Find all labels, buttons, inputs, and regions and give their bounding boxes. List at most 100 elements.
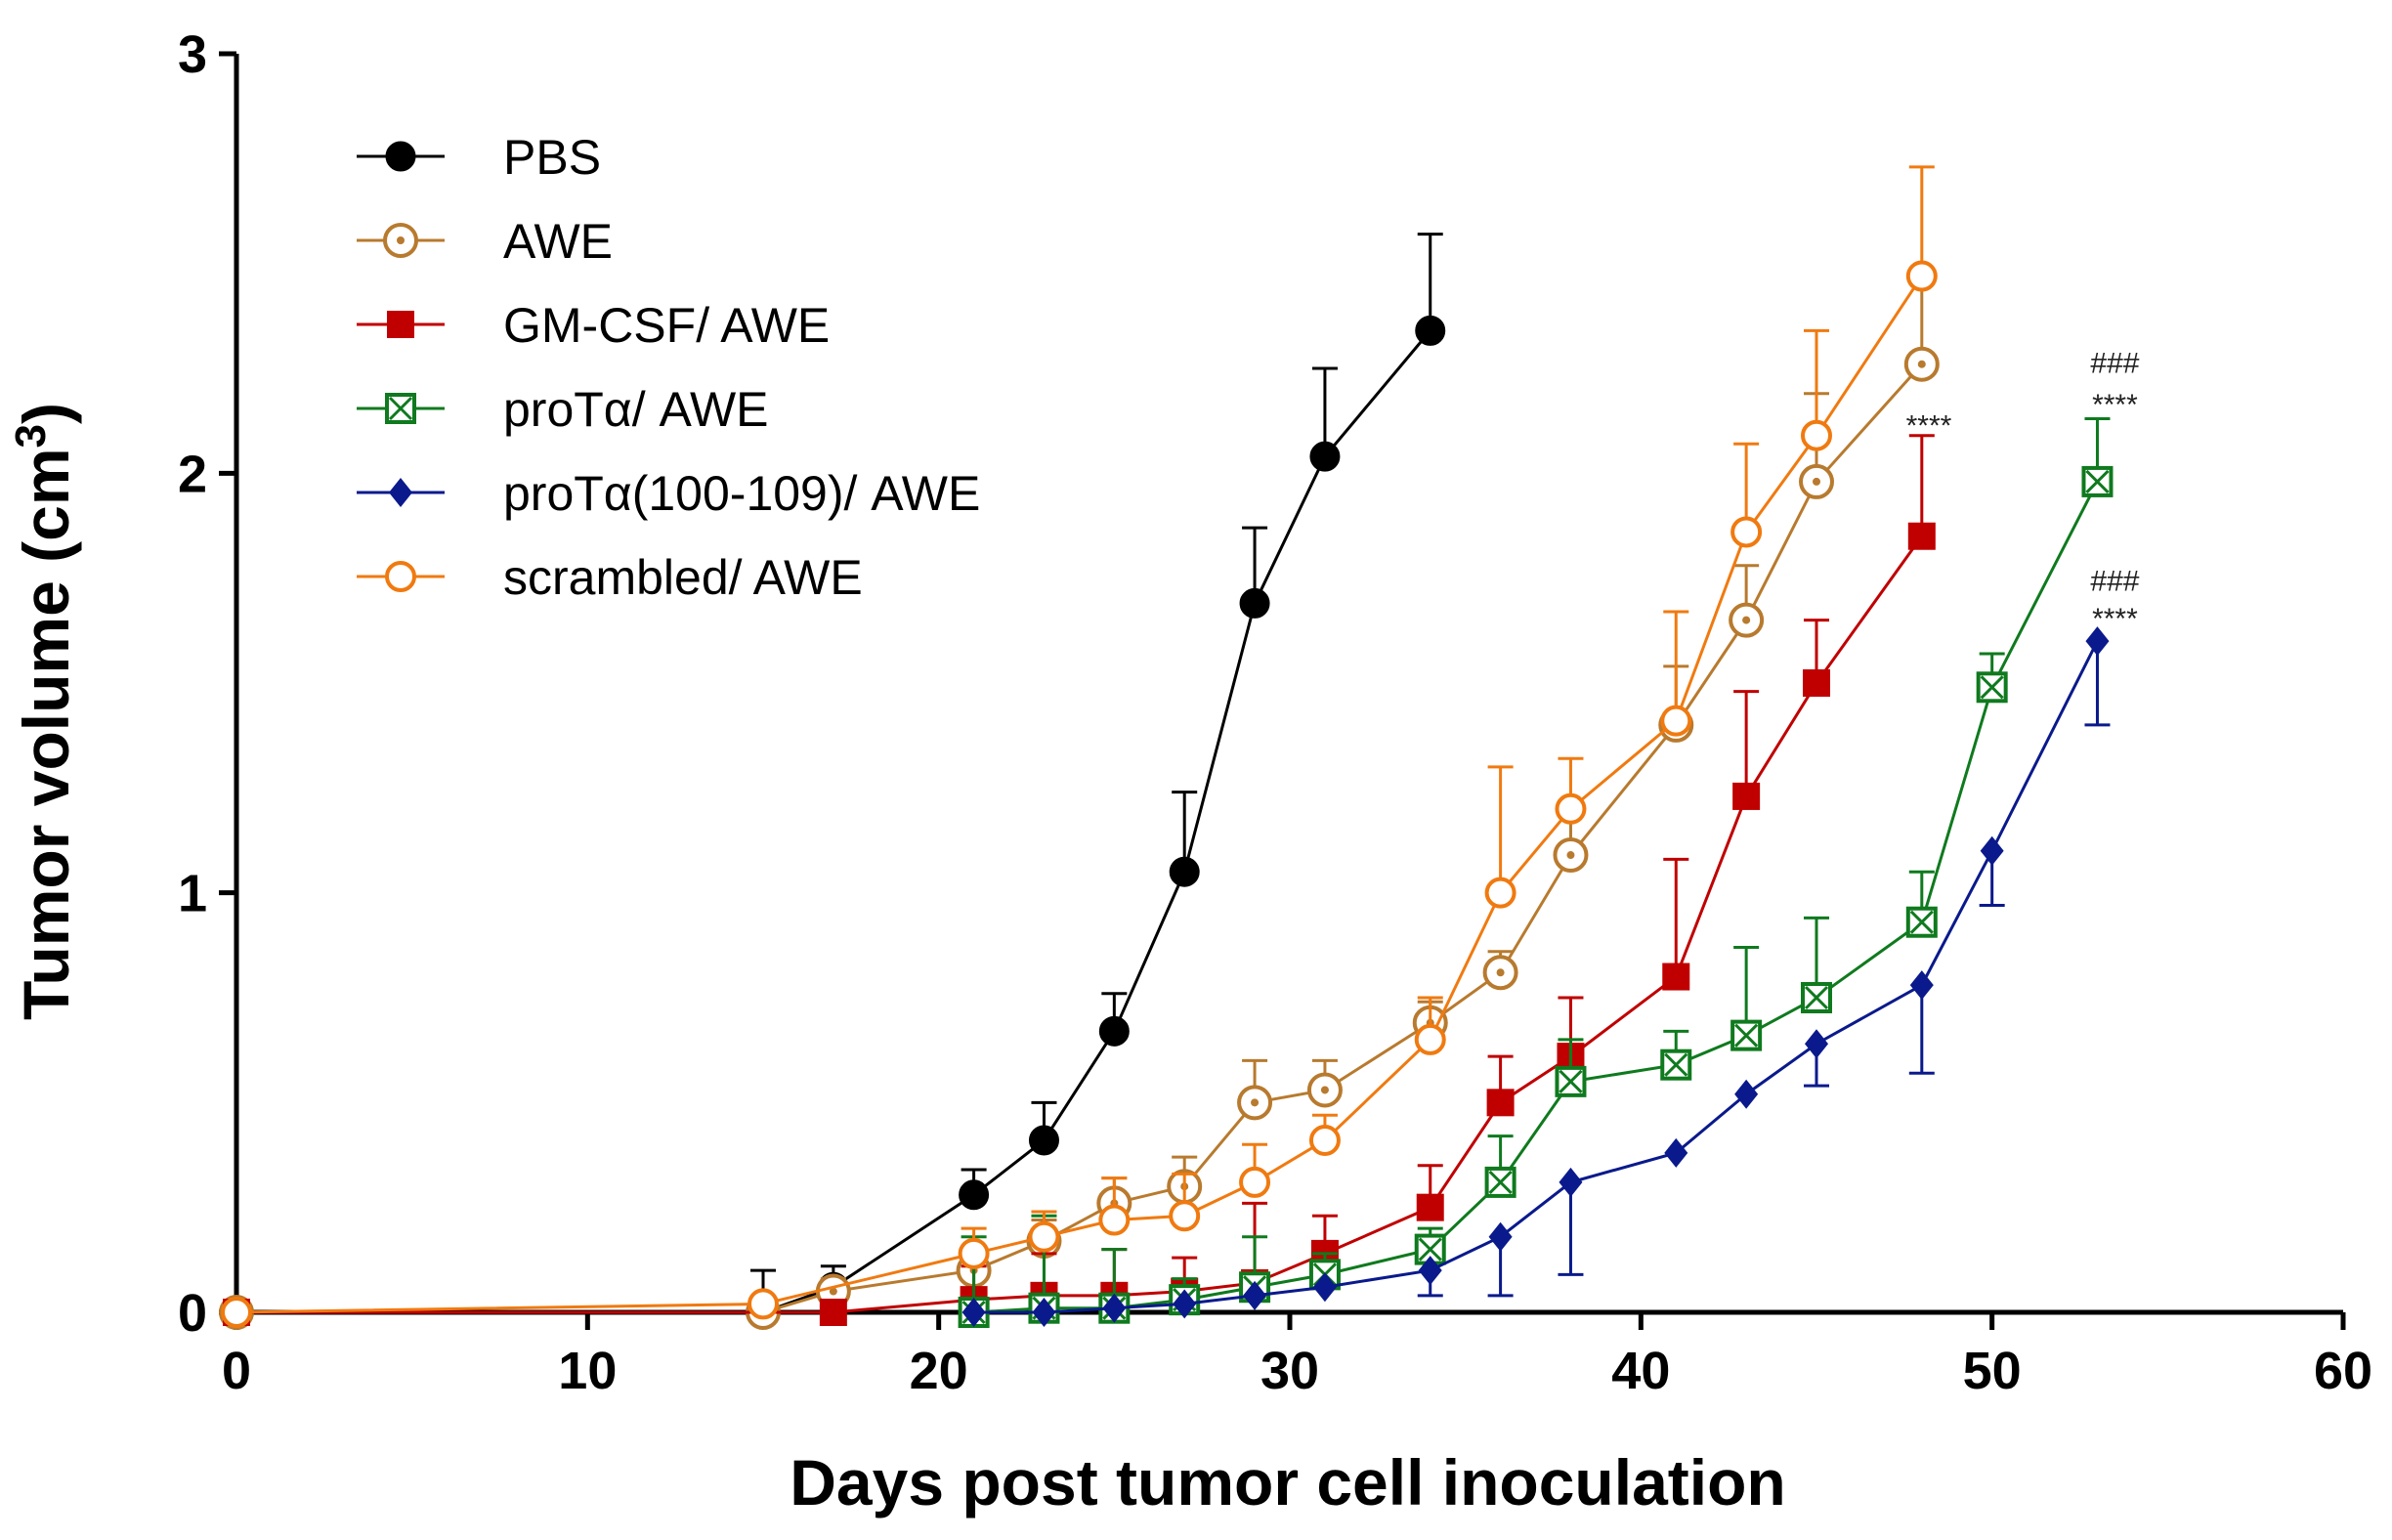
legend-marker	[385, 141, 416, 172]
data-point	[1486, 1089, 1515, 1117]
data-point	[961, 1298, 986, 1327]
legend-label: PBS	[503, 130, 601, 185]
data-point	[1559, 1167, 1583, 1197]
legend-item: AWE	[357, 214, 613, 269]
data-point-cross	[2085, 469, 2110, 493]
data-point	[1309, 441, 1341, 472]
data-point-dot	[1320, 1086, 1329, 1094]
data-point	[1662, 962, 1690, 991]
data-point	[1660, 705, 1692, 737]
legend-item: GM-CSF/ AWE	[357, 298, 830, 353]
data-point-cross	[1488, 1170, 1513, 1194]
data-point	[1098, 1204, 1131, 1236]
data-point	[1418, 1256, 1442, 1286]
series-3	[958, 417, 2114, 1328]
legend-label: GM-CSF/ AWE	[503, 298, 830, 353]
series-line	[973, 640, 2099, 1314]
x-tick-label: 30	[1260, 1342, 1319, 1400]
data-point	[1028, 1125, 1059, 1156]
data-point	[1308, 1124, 1341, 1156]
legend-marker	[385, 561, 416, 592]
data-point	[221, 1297, 252, 1328]
x-axis-title: Days post tumor cell inoculation	[790, 1446, 1786, 1519]
data-point	[1803, 669, 1830, 697]
significance-annotation: ****	[1906, 410, 1952, 443]
data-point	[958, 1237, 990, 1269]
data-point	[1312, 1272, 1337, 1303]
data-point	[1415, 315, 1446, 346]
data-point-dot	[829, 1287, 837, 1296]
legend-marker-dot	[397, 236, 405, 244]
data-point-cross	[1559, 1069, 1583, 1093]
series-line	[973, 481, 2099, 1314]
data-point	[1805, 1029, 1828, 1059]
data-point-dot	[1496, 968, 1505, 977]
data-point	[1239, 587, 1270, 619]
data-point	[1243, 1280, 1267, 1310]
data-point	[1414, 1023, 1446, 1055]
data-point	[1484, 877, 1516, 909]
data-point	[1555, 792, 1587, 825]
data-point	[1907, 522, 1936, 550]
data-point-dot	[1566, 851, 1575, 860]
y-tick-label: 0	[178, 1284, 207, 1343]
x-tick-label: 0	[222, 1342, 251, 1400]
legend-marker-cross	[388, 396, 413, 421]
data-point-cross	[1664, 1052, 1688, 1077]
series-0	[221, 233, 1446, 1328]
data-point	[1488, 1221, 1513, 1252]
series-4	[961, 626, 2111, 1327]
y-axis-title-superscript: 3	[7, 424, 55, 448]
x-tick-label: 10	[558, 1342, 617, 1400]
data-point	[959, 1179, 990, 1211]
legend-item: PBS	[357, 130, 601, 185]
data-point	[1905, 260, 1938, 292]
y-axis-title: Tumor volume (cm3)	[7, 403, 82, 1020]
data-point	[1730, 516, 1763, 548]
data-point	[1028, 1220, 1060, 1253]
series-layer	[219, 165, 2114, 1330]
legend-item: scrambled/ AWE	[357, 550, 863, 605]
y-tick-label: 2	[178, 445, 207, 503]
data-point-dot	[1742, 616, 1751, 624]
data-point-cross	[1418, 1237, 1442, 1262]
legend-item: proTα/ AWE	[357, 382, 769, 437]
data-point	[819, 1299, 847, 1326]
y-tick-label: 1	[178, 865, 207, 923]
legend-label: AWE	[503, 214, 613, 269]
data-point	[748, 1288, 779, 1320]
legend-marker	[387, 311, 414, 338]
data-point	[1032, 1298, 1056, 1327]
data-point	[2085, 626, 2110, 657]
data-point	[1173, 1289, 1197, 1319]
data-point	[1732, 782, 1761, 810]
significance-annotation: ****	[2092, 389, 2138, 421]
x-tick-label: 60	[2314, 1342, 2372, 1400]
legend-marker	[389, 478, 412, 507]
data-point-cross	[1804, 985, 1829, 1010]
data-point-dot	[1813, 477, 1820, 486]
legend-label: proTα(100-109)/ AWE	[503, 466, 980, 521]
data-point	[1909, 970, 1934, 1001]
series-1	[219, 270, 1940, 1330]
data-point	[1416, 1193, 1444, 1221]
data-point-cross	[1734, 1023, 1759, 1048]
y-axis-title-close: )	[10, 403, 82, 424]
data-point	[1102, 1293, 1127, 1323]
legend-label: scrambled/ AWE	[503, 550, 863, 605]
data-point-dot	[1917, 360, 1926, 368]
series-5	[221, 165, 1938, 1328]
data-point	[1239, 1166, 1271, 1198]
data-point	[1801, 419, 1832, 451]
data-point-cross	[1980, 675, 2004, 700]
data-point	[1169, 1200, 1201, 1232]
significance-annotation: ###	[2090, 566, 2139, 598]
significance-annotation: ###	[2090, 347, 2139, 379]
data-point	[1980, 835, 2004, 866]
legend-item: proTα(100-109)/ AWE	[357, 466, 980, 521]
y-tick-label: 3	[178, 25, 207, 84]
significance-annotation: ****	[2092, 603, 2138, 635]
x-tick-label: 50	[1963, 1342, 2022, 1400]
data-point	[1098, 1015, 1130, 1047]
